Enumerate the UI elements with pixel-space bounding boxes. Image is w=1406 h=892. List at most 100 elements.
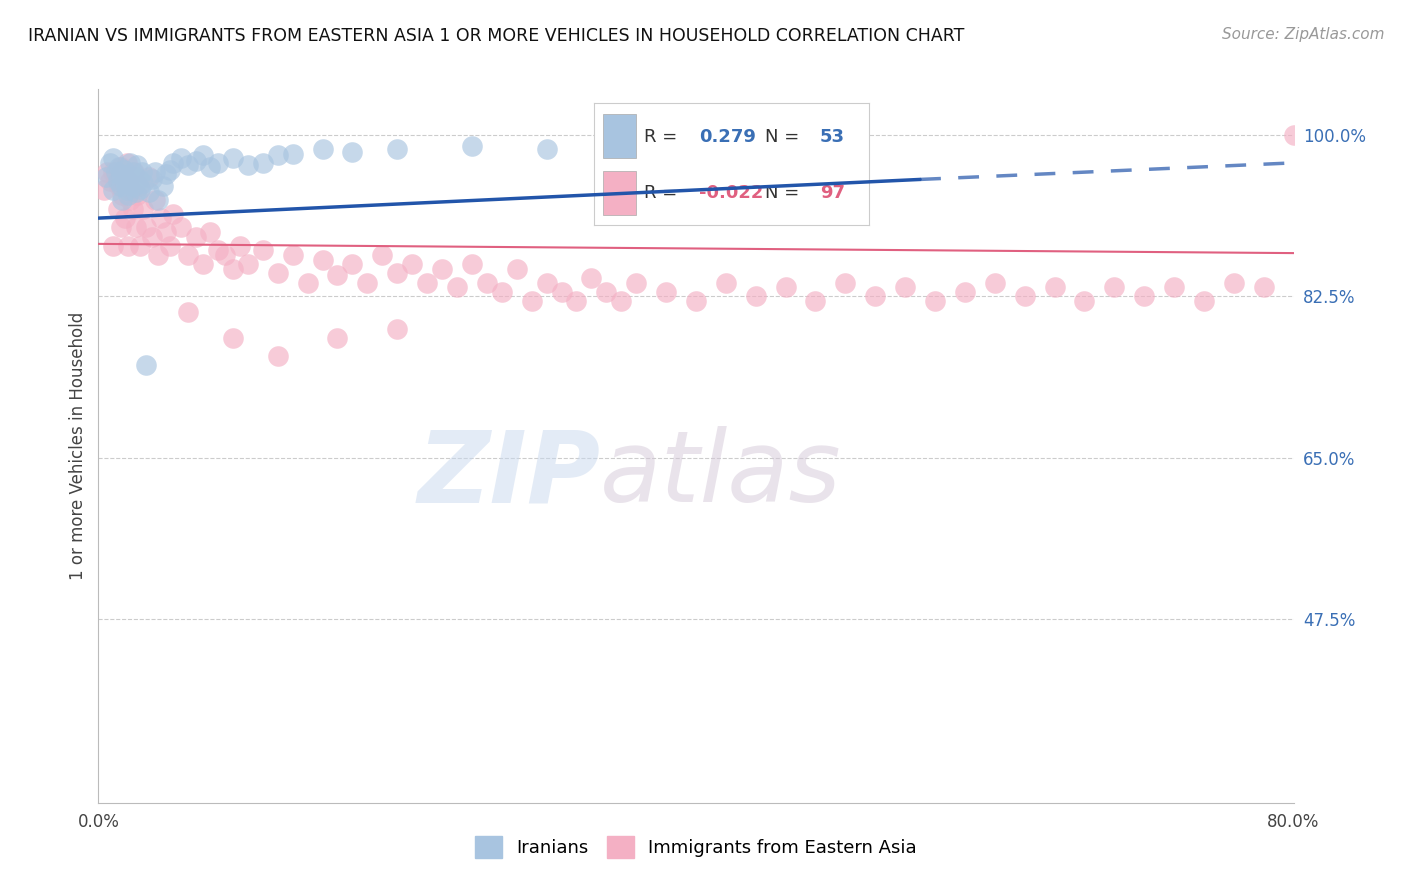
Point [107,174,129,188]
Point [297,276,319,290]
Point [252,244,274,258]
Point [127,188,149,202]
Point [536,276,558,290]
Point [132,176,155,190]
Point [132,202,155,216]
Point [169,220,191,235]
Point [229,238,252,252]
Point [1223,276,1246,290]
Point [714,136,737,150]
Point [342,145,364,159]
Point [121,165,143,179]
Point [281,146,304,161]
Point [281,248,304,262]
Point [108,178,131,193]
Point [110,220,132,235]
Point [105,165,128,179]
Point [236,257,259,271]
Point [143,165,166,179]
Text: IRANIAN VS IMMIGRANTS FROM EASTERN ASIA 1 OR MORE VEHICLES IN HOUSEHOLD CORRELAT: IRANIAN VS IMMIGRANTS FROM EASTERN ASIA … [28,27,965,45]
Point [117,238,139,252]
Text: atlas: atlas [600,426,842,523]
Point [581,271,603,285]
Point [236,158,259,172]
Point [138,186,160,200]
Point [177,305,200,319]
Point [112,169,135,184]
Point [103,165,125,179]
Legend: Iranians, Immigrants from Eastern Asia: Iranians, Immigrants from Eastern Asia [468,829,924,865]
Point [96,165,118,179]
Point [984,276,1007,290]
Point [371,248,394,262]
Point [98,174,122,188]
Point [121,202,143,216]
Point [184,229,207,244]
Point [120,184,142,198]
Point [1253,280,1275,294]
Point [252,156,274,170]
Point [105,169,128,184]
Point [804,293,827,308]
Point [114,211,136,226]
Point [93,184,115,198]
Point [200,225,222,239]
Point [1192,293,1215,308]
Point [1043,280,1066,294]
Point [141,229,163,244]
Point [1282,128,1305,143]
Point [112,163,135,178]
Point [924,293,946,308]
Point [267,349,290,363]
Point [155,167,177,181]
Point [155,225,177,239]
Point [550,285,572,299]
Point [111,188,134,202]
Point [177,248,200,262]
Point [125,169,148,184]
Point [117,169,139,184]
Point [184,154,207,169]
Point [124,178,146,193]
Point [385,321,409,335]
Point [162,206,184,220]
Point [110,161,132,175]
Point [1133,289,1156,303]
Point [191,148,214,162]
Point [894,280,917,294]
Point [430,261,453,276]
Point [117,174,139,188]
Point [141,172,163,186]
Point [446,280,468,294]
Point [148,248,170,262]
Point [595,285,617,299]
Point [475,276,498,290]
Y-axis label: 1 or more Vehicles in Household: 1 or more Vehicles in Household [69,312,87,580]
Point [200,161,222,175]
Point [326,331,349,345]
Point [148,193,170,207]
Point [125,186,148,200]
Point [103,184,125,198]
Point [311,252,333,267]
Point [207,156,229,170]
Point [135,359,157,373]
Point [865,289,887,303]
Point [108,161,131,175]
Point [115,184,138,198]
Point [129,238,152,252]
Point [214,248,236,262]
Point [1073,293,1095,308]
Point [267,148,290,162]
Point [401,257,423,271]
Point [98,156,122,170]
Point [124,165,146,179]
Point [416,276,439,290]
Point [222,261,245,276]
Point [131,165,153,179]
Point [115,156,138,170]
Point [222,151,245,165]
Point [118,193,141,207]
Point [385,142,409,156]
Point [111,193,134,207]
